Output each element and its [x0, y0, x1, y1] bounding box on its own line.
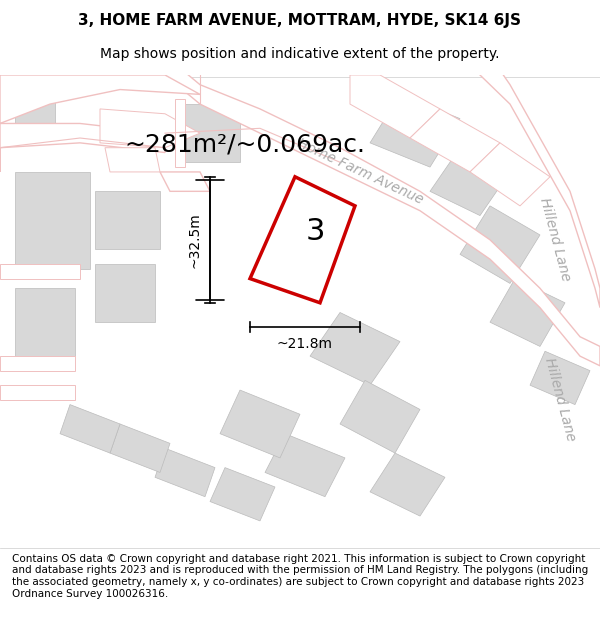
Polygon shape — [265, 434, 345, 497]
Polygon shape — [60, 404, 120, 453]
Polygon shape — [15, 85, 55, 124]
Polygon shape — [95, 191, 160, 249]
Polygon shape — [350, 75, 440, 138]
Polygon shape — [0, 124, 165, 172]
Text: 3, HOME FARM AVENUE, MOTTRAM, HYDE, SK14 6JS: 3, HOME FARM AVENUE, MOTTRAM, HYDE, SK14… — [79, 14, 521, 29]
Text: ~32.5m: ~32.5m — [188, 212, 202, 268]
Polygon shape — [110, 424, 170, 472]
Polygon shape — [410, 109, 500, 172]
Polygon shape — [220, 390, 300, 458]
Polygon shape — [460, 206, 540, 283]
Polygon shape — [95, 264, 155, 322]
Polygon shape — [340, 381, 420, 453]
Polygon shape — [175, 99, 185, 167]
Polygon shape — [165, 56, 600, 366]
Polygon shape — [370, 453, 445, 516]
Text: Hillend Lane: Hillend Lane — [542, 356, 578, 443]
Polygon shape — [0, 385, 75, 400]
Polygon shape — [175, 104, 240, 162]
Polygon shape — [530, 351, 590, 404]
Polygon shape — [0, 264, 80, 279]
Text: Map shows position and indicative extent of the property.: Map shows position and indicative extent… — [100, 47, 500, 61]
Polygon shape — [105, 148, 160, 172]
Text: Contains OS data © Crown copyright and database right 2021. This information is : Contains OS data © Crown copyright and d… — [12, 554, 588, 599]
Polygon shape — [155, 448, 215, 497]
Text: ~281m²/~0.069ac.: ~281m²/~0.069ac. — [125, 132, 365, 157]
Polygon shape — [0, 75, 200, 124]
Polygon shape — [100, 109, 200, 148]
Polygon shape — [470, 143, 550, 206]
Polygon shape — [15, 288, 75, 356]
Text: Hillend Lane: Hillend Lane — [537, 196, 573, 283]
Text: 3: 3 — [305, 217, 325, 246]
Polygon shape — [160, 172, 210, 191]
Text: ~21.8m: ~21.8m — [277, 338, 333, 351]
Polygon shape — [430, 148, 510, 216]
Polygon shape — [15, 172, 90, 269]
Polygon shape — [0, 356, 75, 371]
Polygon shape — [490, 279, 565, 346]
Text: Home Farm Avenue: Home Farm Avenue — [295, 136, 425, 208]
Polygon shape — [370, 94, 460, 167]
Polygon shape — [310, 312, 400, 385]
Polygon shape — [210, 468, 275, 521]
Polygon shape — [480, 56, 600, 308]
